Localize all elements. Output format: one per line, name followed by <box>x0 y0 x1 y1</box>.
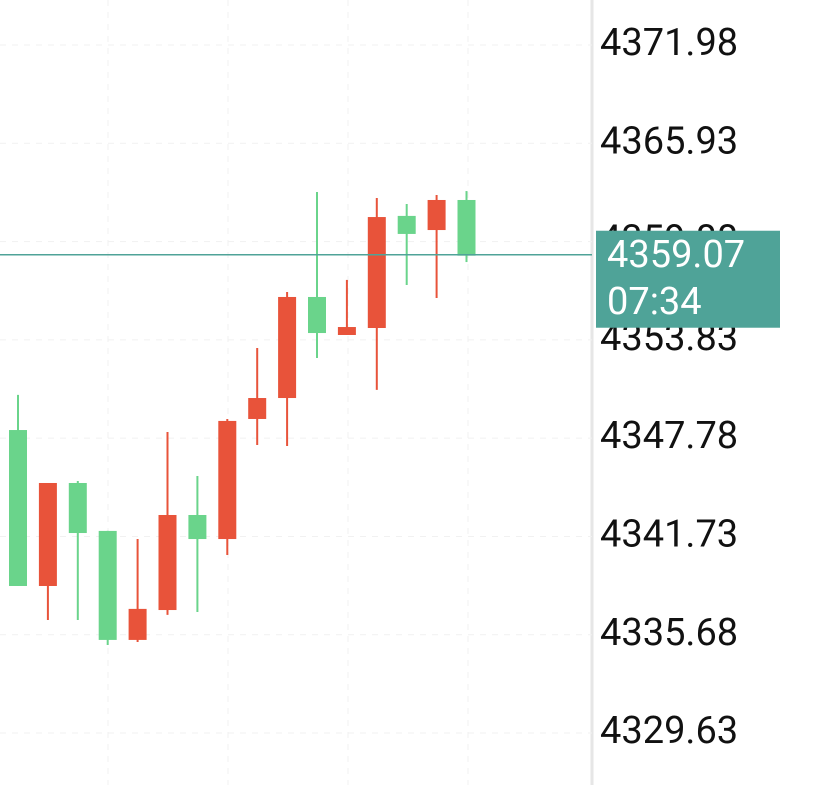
candle-body <box>278 296 297 399</box>
y-tick-label: 4371.98 <box>600 21 738 65</box>
candle-body <box>248 398 267 419</box>
y-tick-label: 4329.63 <box>600 709 738 753</box>
candle-body <box>188 514 207 540</box>
candle-body <box>9 430 27 586</box>
candle-body <box>218 420 237 540</box>
candle-body <box>68 482 87 534</box>
y-tick-label: 4365.93 <box>600 119 738 163</box>
y-tick-label: 4341.73 <box>600 512 738 556</box>
candle-body <box>427 199 446 231</box>
candle-body <box>98 530 117 640</box>
candle-body <box>38 482 57 586</box>
candle-body <box>128 608 147 640</box>
y-tick-label: 4347.78 <box>600 414 738 458</box>
price-tag-value: 4359.07 <box>607 233 745 277</box>
candle-body <box>397 215 416 234</box>
price-tag-countdown: 07:34 <box>607 280 702 324</box>
candle-body <box>337 327 356 335</box>
candle-body <box>158 514 177 611</box>
candle-body <box>457 199 476 256</box>
candle-body <box>367 217 386 329</box>
price-tag <box>596 230 780 328</box>
y-tick-label: 4335.68 <box>600 611 738 655</box>
candle-body <box>308 296 326 334</box>
